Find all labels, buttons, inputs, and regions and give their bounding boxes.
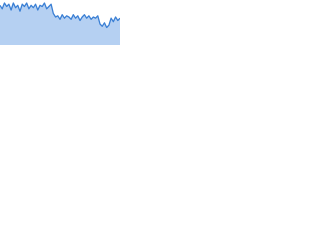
chart [0,2,120,45]
line [0,2,120,29]
page: {"chart_data": {"type": "area", "color":… [0,0,120,45]
area [0,3,120,45]
